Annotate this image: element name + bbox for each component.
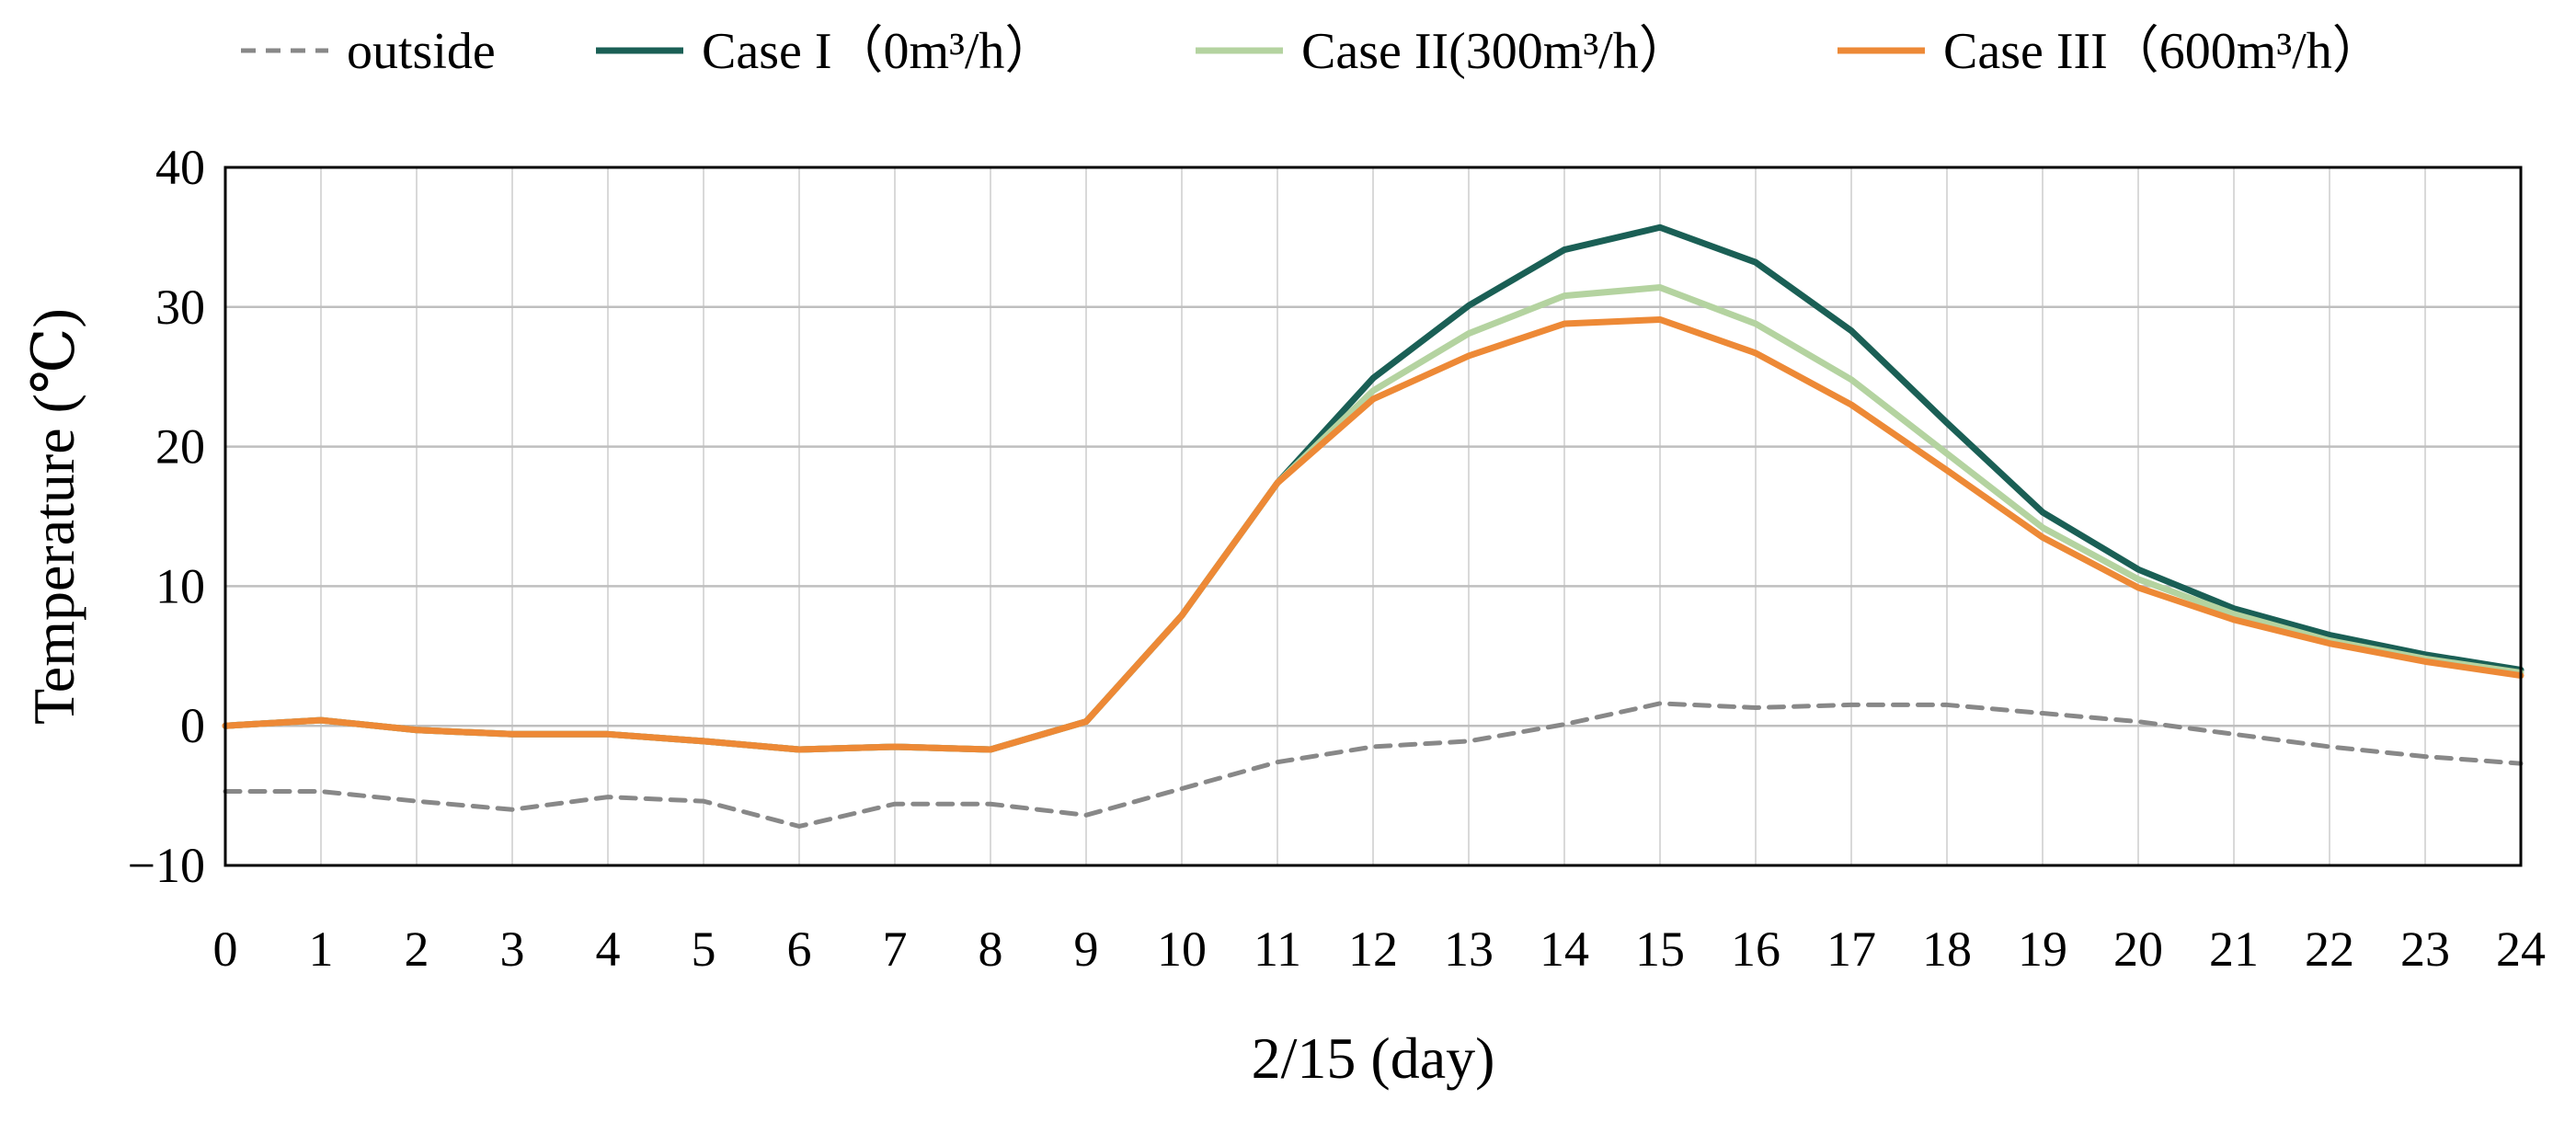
legend-label: outside	[347, 23, 496, 80]
y-tick-label: −10	[128, 838, 205, 893]
x-tick-label: 17	[1826, 922, 1876, 977]
x-tick-label: 13	[1444, 922, 1494, 977]
legend-label: Case II(300m³/h）	[1301, 23, 1690, 80]
x-tick-label: 23	[2400, 922, 2450, 977]
x-tick-label: 0	[213, 922, 238, 977]
grid-lines	[224, 166, 2522, 867]
x-tick-label: 22	[2305, 922, 2354, 977]
x-tick-label: 4	[596, 922, 621, 977]
x-tick-label: 10	[1157, 922, 1207, 977]
x-tick-label: 21	[2209, 922, 2259, 977]
plot-area-frame	[223, 166, 2523, 867]
x-tick-label: 11	[1254, 922, 1301, 977]
x-tick-label: 20	[2113, 922, 2163, 977]
x-tick-label: 16	[1731, 922, 1780, 977]
x-tick-label: 3	[500, 922, 525, 977]
x-tick-label: 19	[2018, 922, 2067, 977]
x-tick-label: 15	[1635, 922, 1685, 977]
x-tick-label: 18	[1922, 922, 1972, 977]
y-tick-label: 40	[155, 140, 205, 195]
x-tick-label: 8	[979, 922, 1003, 977]
x-tick-label: 7	[883, 922, 908, 977]
x-axis-ticks: 0 1 2 3 4 5 6 7 8 9 10 11 12 13 14 15 16 17 18 19 20 21 22 23 24	[213, 922, 2547, 977]
y-axis-ticks: 40 30 20 10 0 −10	[128, 140, 205, 893]
y-tick-label: 20	[155, 419, 205, 475]
x-tick-label: 6	[787, 922, 812, 977]
x-tick-label: 12	[1348, 922, 1398, 977]
y-tick-label: 30	[155, 280, 205, 335]
y-tick-label: 10	[155, 558, 205, 613]
x-tick-label: 2	[405, 922, 429, 977]
y-axis-title: Temperature (℃)	[21, 308, 86, 725]
x-axis-title: 2/15 (day)	[1252, 1025, 1495, 1091]
legend-label: Case I（0m³/h）	[702, 23, 1056, 80]
series-line-case-iii-600m-h	[222, 315, 2524, 753]
x-tick-label: 24	[2496, 922, 2546, 977]
series-line-outside	[223, 701, 2524, 829]
x-tick-label: 1	[309, 922, 334, 977]
x-tick-label: 5	[692, 922, 716, 977]
legend-label: Case III（600m³/h）	[1943, 23, 2384, 80]
y-tick-label: 0	[180, 698, 205, 753]
legend: outside Case I（0m³/h） Case II(300m³/h） Case…	[241, 23, 2384, 80]
series-lines	[222, 223, 2524, 829]
x-tick-label: 9	[1074, 922, 1099, 977]
x-tick-label: 14	[1540, 922, 1589, 977]
